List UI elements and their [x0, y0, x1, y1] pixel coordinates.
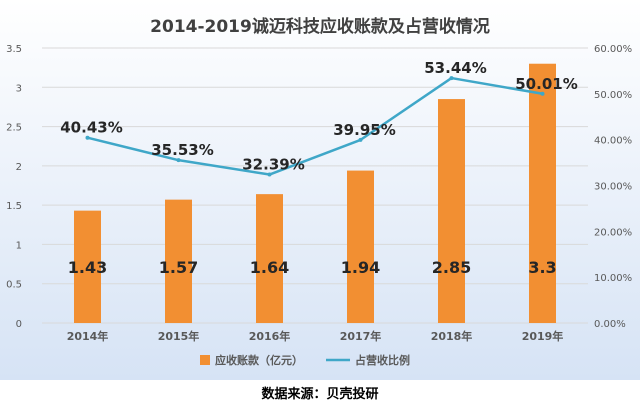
data-labels: 1.43 1.57 1.64 1.94 2.85 3.3 40.43% 35.53% 32.39… — [60, 59, 577, 277]
y-left-tick-label: 2.5 — [6, 123, 22, 134]
source-note: 数据来源：贝壳投研 — [261, 387, 379, 402]
x-tick-label: 2014年 — [67, 329, 109, 343]
bar-value-label: 3.3 — [528, 258, 556, 277]
axes: 0 0.5 1 1.5 2 2.5 3 3.5 0.00% 10.00% 20.00% 30.00% 4… — [6, 44, 632, 343]
y-right-tick-label: 10.00% — [594, 273, 632, 284]
ratio-point — [358, 137, 363, 142]
ratio-value-label: 32.39% — [242, 156, 304, 174]
ratio-point — [85, 135, 90, 140]
y-left-tick-label: 3 — [16, 83, 22, 94]
bar-value-label: 2.85 — [432, 258, 471, 277]
bar-series — [74, 63, 556, 323]
bar — [438, 99, 465, 323]
x-tick-label: 2018年 — [431, 329, 473, 343]
ratio-line — [87, 76, 543, 176]
ratio-point — [449, 76, 454, 81]
legend-label-bar: 应收账款（亿元） — [215, 353, 303, 367]
y-left-tick-label: 1 — [16, 240, 22, 251]
bar — [256, 194, 283, 323]
bar — [529, 63, 556, 323]
bar-value-label: 1.94 — [341, 258, 380, 277]
y-left-tick-label: 0.5 — [6, 280, 22, 291]
bar-value-label: 1.64 — [250, 258, 289, 277]
bar — [347, 170, 374, 323]
ratio-value-label: 50.01% — [515, 75, 577, 93]
y-right-tick-label: 30.00% — [594, 182, 632, 193]
bar — [74, 210, 101, 323]
y-left-tick-label: 0 — [16, 319, 22, 330]
bar — [165, 199, 192, 323]
x-tick-label: 2019年 — [522, 329, 564, 343]
ratio-value-label: 53.44% — [424, 59, 486, 77]
bar-value-label: 1.57 — [159, 258, 198, 277]
ratio-value-label: 40.43% — [60, 119, 122, 137]
y-left-tick-label: 2 — [16, 162, 22, 173]
x-tick-label: 2016年 — [249, 329, 291, 343]
x-tick-label: 2017年 — [340, 329, 382, 343]
y-right-tick-label: 0.00% — [594, 319, 626, 330]
ratio-value-label: 35.53% — [151, 141, 213, 159]
y-right-tick-label: 60.00% — [594, 44, 632, 55]
ratio-point — [540, 91, 545, 96]
bar-value-label: 1.43 — [68, 258, 107, 277]
y-right-tick-label: 20.00% — [594, 227, 632, 238]
y-left-tick-label: 1.5 — [6, 201, 22, 212]
legend: 应收账款（亿元） 占营收比例 — [200, 353, 410, 367]
x-tick-label: 2015年 — [158, 329, 200, 343]
legend-label-line: 占营收比例 — [355, 353, 410, 367]
legend-swatch-bar — [200, 355, 210, 365]
y-left-tick-label: 3.5 — [6, 44, 22, 55]
chart-title: 2014-2019诚迈科技应收账款及占营收情况 — [150, 16, 490, 37]
y-right-tick-label: 40.00% — [594, 136, 632, 147]
y-right-tick-label: 50.00% — [594, 90, 632, 101]
gridlines — [42, 47, 588, 324]
ratio-value-label: 39.95% — [333, 121, 395, 139]
ratio-point — [267, 172, 272, 177]
ratio-point — [176, 158, 181, 163]
line-series — [85, 76, 545, 177]
